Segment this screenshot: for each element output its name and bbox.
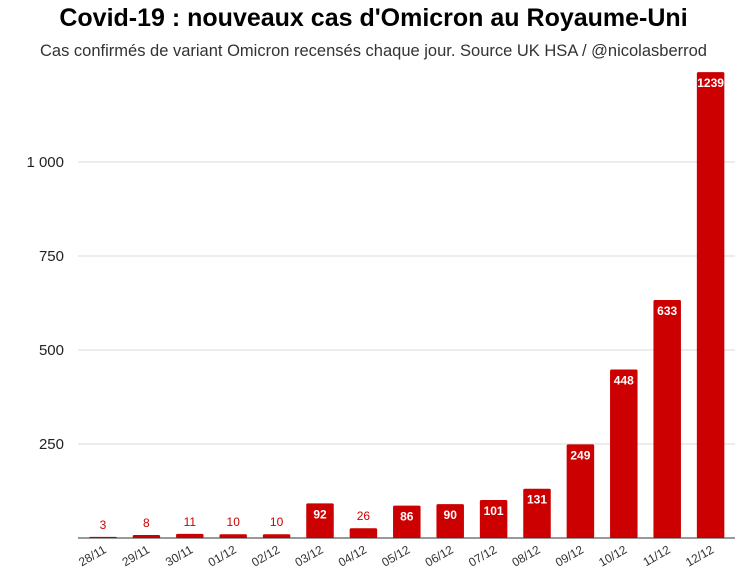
data-label: 8 <box>143 516 150 530</box>
x-tick-label: 01/12 <box>206 542 239 569</box>
y-tick-label: 750 <box>39 248 64 265</box>
x-tick-label: 10/12 <box>596 542 629 569</box>
x-tick-label: 11/12 <box>640 542 673 569</box>
data-label: 86 <box>400 510 414 524</box>
data-label: 249 <box>570 448 590 462</box>
data-label: 3 <box>100 518 107 532</box>
data-label: 633 <box>657 304 677 318</box>
bars <box>89 72 725 539</box>
x-tick-label: 02/12 <box>249 542 282 569</box>
x-tick-label: 07/12 <box>466 542 499 569</box>
x-tick-label: 06/12 <box>423 542 456 569</box>
bar <box>479 500 508 538</box>
bar <box>132 534 161 538</box>
data-label: 1239 <box>697 76 724 90</box>
bar <box>262 534 291 538</box>
y-tick-label: 1 000 <box>26 154 64 171</box>
x-tick-label: 08/12 <box>509 542 542 569</box>
bar <box>610 369 638 538</box>
bar <box>349 528 378 538</box>
bar <box>219 534 247 538</box>
x-tick-label: 30/11 <box>163 542 196 569</box>
x-tick-label: 05/12 <box>379 542 412 569</box>
data-label: 26 <box>357 509 371 523</box>
x-tick-label: 04/12 <box>336 542 369 569</box>
data-label: 131 <box>527 493 547 507</box>
y-tick-label: 500 <box>39 342 64 359</box>
bar <box>306 503 334 538</box>
bar <box>176 533 204 538</box>
bar <box>566 444 595 538</box>
data-label: 10 <box>227 515 241 529</box>
x-tick-label: 12/12 <box>683 542 716 569</box>
bar <box>653 299 681 538</box>
data-label: 11 <box>184 515 197 529</box>
x-tick-label: 28/11 <box>76 542 109 569</box>
bar <box>436 504 464 538</box>
chart-title: Covid-19 : nouveaux cas d'Omicron au Roy… <box>59 4 688 32</box>
data-label: 92 <box>313 507 327 521</box>
bar <box>696 72 725 539</box>
y-tick-label: 250 <box>39 436 64 453</box>
y-axis: 250 500 750 1 000 <box>26 154 64 453</box>
bar <box>523 488 551 538</box>
data-label: 10 <box>270 515 284 529</box>
x-tick-label: 09/12 <box>553 542 586 569</box>
data-label: 448 <box>614 374 634 388</box>
x-tick-label: 29/11 <box>120 542 153 569</box>
bar <box>393 505 421 538</box>
x-axis: 28/11 29/11 30/11 01/12 02/12 03/12 04/12 05/12… <box>76 537 735 570</box>
chart-subtitle: Cas confirmés de variant Omicron recensé… <box>40 42 707 60</box>
x-tick-label: 03/12 <box>292 542 325 569</box>
data-label: 101 <box>484 504 504 518</box>
value-labels: 3 8 11 10 10 92 26 86 90 101 131 249 448 633 1239 <box>100 76 725 532</box>
data-label: 90 <box>444 508 458 522</box>
